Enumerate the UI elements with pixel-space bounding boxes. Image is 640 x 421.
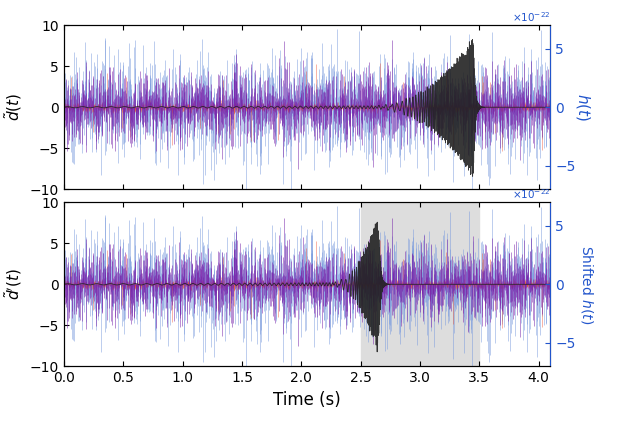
Y-axis label: $h(t)$: $h(t)$	[574, 93, 592, 121]
Y-axis label: $\tilde{d}(t)$: $\tilde{d}(t)$	[3, 93, 24, 121]
Text: $\times10^{-22}$: $\times10^{-22}$	[512, 10, 550, 24]
Text: $\times10^{-22}$: $\times10^{-22}$	[512, 187, 550, 201]
Y-axis label: $\tilde{d}'(t)$: $\tilde{d}'(t)$	[3, 269, 24, 300]
X-axis label: Time (s): Time (s)	[273, 391, 341, 409]
Y-axis label: Shifted $h(t)$: Shifted $h(t)$	[579, 245, 595, 324]
Bar	[360, 203, 479, 366]
